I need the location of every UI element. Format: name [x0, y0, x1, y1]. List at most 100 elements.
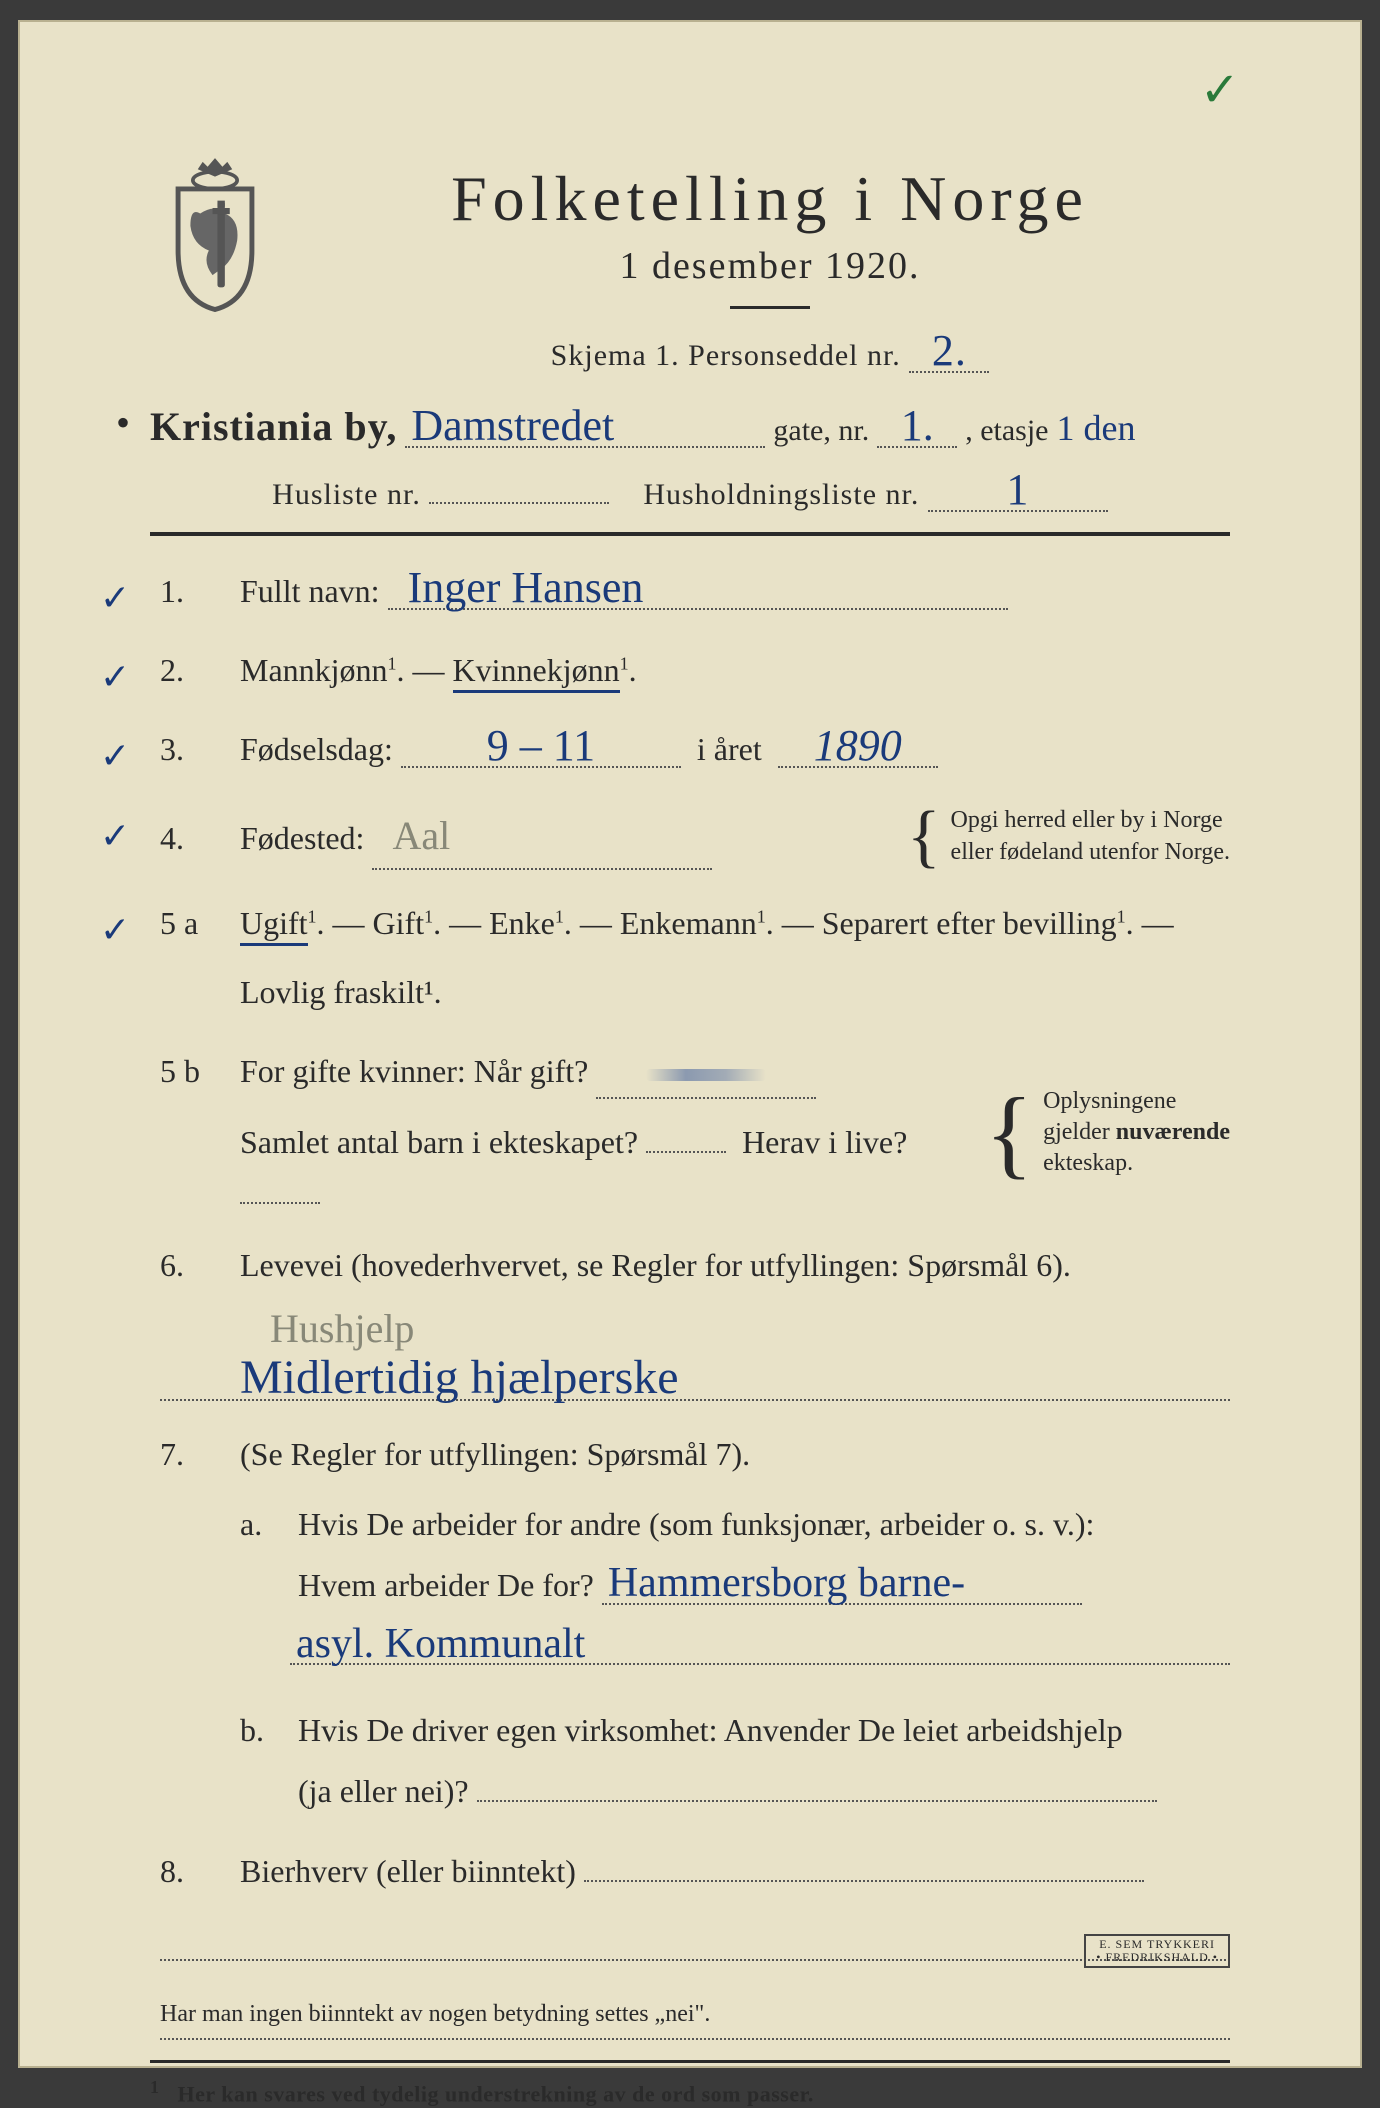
nei-note: Har man ingen biinntekt av nogen betydni…: [160, 2001, 1230, 2040]
footnote-1: 1 Her kan svares ved tydelig understrekn…: [150, 2077, 1230, 2107]
form-body: ✓ 1. Fullt navn: Inger Hansen ✓ 2. Mannk…: [150, 566, 1230, 2040]
r7b-text2: (ja eller nei)?: [298, 1773, 469, 1809]
row-5a-line2: Lovlig fraskilt¹.: [160, 967, 1230, 1018]
note-line-1: Opgi herred eller by i Norge: [951, 805, 1230, 836]
sideincome-label: Bierhverv (eller biinntekt): [240, 1853, 576, 1889]
gate-label: gate, nr.: [773, 414, 869, 448]
husholdning-label: Husholdningsliste nr.: [643, 478, 919, 511]
birthplace-field[interactable]: Aal: [372, 804, 712, 870]
row-num-7: 7.: [160, 1429, 240, 1480]
note-line-2: eller fødeland utenfor Norge.: [951, 837, 1230, 868]
marriage-note: { Oplysningene gjelder nuværende ekteska…: [985, 1086, 1230, 1180]
marital-ugift-selected[interactable]: Ugift: [240, 905, 308, 946]
row-num-4: 4.: [160, 813, 240, 864]
bullet-icon: •: [116, 403, 130, 443]
occupation-pencil-note: Hushjelp: [160, 1305, 1230, 1352]
check-icon: ✓: [100, 649, 130, 707]
birthyear-field[interactable]: 1890: [778, 726, 938, 768]
bottom-divider: [150, 2060, 1230, 2063]
r7a-text2: Hvem arbeider De for?: [298, 1567, 594, 1603]
row-6-occupation: 6. Levevei (hovederhvervet, se Regler fo…: [160, 1240, 1230, 1291]
check-icon: ✓: [100, 808, 130, 866]
main-divider: [150, 532, 1230, 536]
printer-mark: E. SEM TRYKKERI • FREDRIKSHALD •: [1084, 1934, 1230, 1968]
row-num-1: 1.: [160, 566, 240, 617]
sublabel-7a: a.: [240, 1494, 290, 1555]
married-when-field[interactable]: [596, 1046, 816, 1099]
gender-male: Mannkjønn: [240, 652, 388, 688]
name-field[interactable]: Inger Hansen: [388, 568, 1008, 610]
row-1-name: ✓ 1. Fullt navn: Inger Hansen: [160, 566, 1230, 617]
skjema-label: Skjema 1. Personseddel nr.: [551, 339, 901, 372]
printer-l1: E. SEM TRYKKERI: [1096, 1938, 1218, 1951]
row-5a-marital: ✓ 5 a Ugift1. — Gift1. — Enke1. — Enkema…: [160, 898, 1230, 949]
row-num-8: 8.: [160, 1846, 240, 1897]
note-5b-l3: ekteskap.: [1043, 1148, 1230, 1179]
census-form-page: ✓ Folketelling i Norge 1 desember 1920. …: [18, 20, 1362, 2068]
ink-smudge-icon: [646, 1069, 766, 1081]
children-total-field[interactable]: [646, 1151, 726, 1153]
birthdate-label: Fødselsdag:: [240, 731, 393, 767]
form-inner: Folketelling i Norge 1 desember 1920. Sk…: [70, 82, 1310, 2016]
name-label: Fullt navn:: [240, 573, 380, 609]
row-7b: b. Hvis De driver egen virksomhet: Anven…: [160, 1700, 1230, 1822]
note-5b-l1: Oplysningene: [1043, 1086, 1230, 1117]
etasje-field[interactable]: 1 den: [1057, 412, 1136, 444]
husliste-label: Husliste nr.: [272, 478, 421, 511]
form-title: Folketelling i Norge: [310, 162, 1230, 236]
married-when-label: For gifte kvinner: Når gift?: [240, 1053, 588, 1089]
city-prefix: Kristiania by,: [150, 403, 397, 450]
gender-female-selected[interactable]: Kvinnekjønn: [453, 652, 620, 693]
hired-help-field[interactable]: [477, 1800, 1157, 1802]
brace-icon: {: [985, 1093, 1033, 1173]
row-7: 7. (Se Regler for utfyllingen: Spørsmål …: [160, 1429, 1230, 1480]
printer-l2: • FREDRIKSHALD •: [1096, 1951, 1218, 1964]
r7a-text1: Hvis De arbeider for andre (som funksjon…: [298, 1506, 1094, 1542]
title-block: Folketelling i Norge 1 desember 1920. Sk…: [310, 142, 1230, 373]
header-row: Folketelling i Norge 1 desember 1920. Sk…: [150, 142, 1230, 373]
etasje-label: , etasje: [965, 414, 1048, 448]
children-total-label: Samlet antal barn i ekteskapet?: [240, 1124, 638, 1160]
row-num-6: 6.: [160, 1240, 240, 1291]
title-divider: [730, 306, 810, 309]
employer-field-1[interactable]: Hammersborg barne-: [602, 1565, 1082, 1605]
row-num-3: 3.: [160, 724, 240, 775]
row-2-gender: ✓ 2. Mannkjønn1. — Kvinnekjønn1.: [160, 645, 1230, 696]
occupation-field[interactable]: Midlertidig hjælperske: [160, 1356, 1230, 1401]
row-3-birthdate: ✓ 3. Fødselsdag: 9 – 11 i året 1890: [160, 724, 1230, 775]
r7b-text1: Hvis De driver egen virksomhet: Anvender…: [298, 1712, 1123, 1748]
birthday-field[interactable]: 9 – 11: [401, 726, 681, 768]
row-num-5a: 5 a: [160, 898, 240, 949]
husholdning-field[interactable]: 1: [928, 470, 1108, 512]
employer-field-2[interactable]: asyl. Kommunalt: [290, 1626, 1230, 1666]
row-7a: a. Hvis De arbeider for andre (som funks…: [160, 1494, 1230, 1676]
children-alive-field[interactable]: [240, 1202, 320, 1204]
husliste-line: Husliste nr. Husholdningsliste nr. 1: [150, 470, 1230, 526]
sideincome-field[interactable]: [584, 1880, 1144, 1882]
gate-nr-field[interactable]: 1.: [877, 406, 957, 448]
blank-dotted-line[interactable]: [160, 1925, 1230, 1961]
personseddel-nr-field[interactable]: 2.: [909, 331, 989, 373]
check-icon: ✓: [100, 570, 130, 628]
husliste-field[interactable]: [429, 502, 609, 504]
row-num-5b: 5 b: [160, 1046, 240, 1097]
sublabel-7b: b.: [240, 1700, 290, 1761]
street-field[interactable]: Damstredet: [405, 406, 765, 448]
row-7-label: (Se Regler for utfyllingen: Spørsmål 7).: [240, 1429, 1230, 1480]
children-alive-label: Herav i live?: [742, 1124, 907, 1160]
footnote-text: Her kan svares ved tydelig understreknin…: [178, 2082, 814, 2107]
birthplace-note: { Opgi herred eller by i Norge eller fød…: [907, 805, 1230, 867]
check-icon: ✓: [100, 728, 130, 786]
footnote-num: 1: [150, 2077, 160, 2097]
form-date: 1 desember 1920.: [310, 244, 1230, 288]
city-address-line: • Kristiania by, Damstredet gate, nr. 1.…: [150, 403, 1230, 450]
row-num-2: 2.: [160, 645, 240, 696]
year-label: i året: [697, 731, 762, 767]
skjema-line: Skjema 1. Personseddel nr. 2.: [310, 331, 1230, 373]
check-icon: ✓: [100, 902, 130, 960]
row-5b-married: 5 b For gifte kvinner: Når gift? Samlet …: [160, 1046, 1230, 1220]
coat-of-arms-icon: [150, 152, 280, 312]
note-5b-l2: gjelder nuværende: [1043, 1117, 1230, 1148]
birthplace-label: Fødested:: [240, 820, 364, 856]
row-4-birthplace: ✓ 4. Fødested: Aal { Opgi herred eller b…: [160, 804, 1230, 870]
